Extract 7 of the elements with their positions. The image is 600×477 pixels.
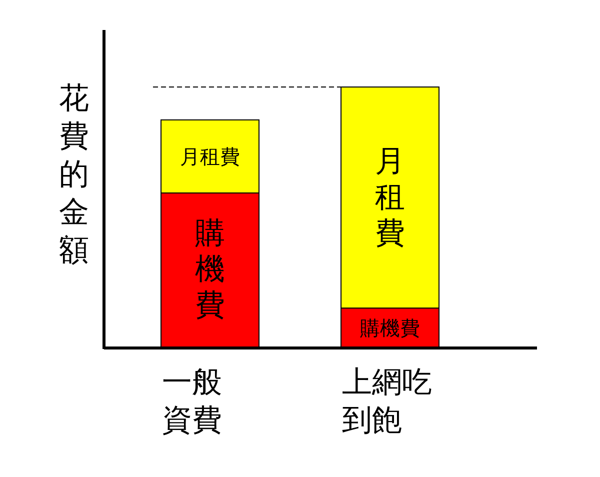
x-tick-label: 一般資費	[162, 365, 222, 438]
series-label: 月租費	[180, 144, 240, 168]
x-tick-label: 上網吃到飽	[342, 365, 432, 438]
text: 月租費	[375, 144, 405, 251]
text: 購機費	[195, 216, 225, 324]
y-axis-title: 花費的金額	[58, 80, 90, 270]
series-label: 購機費	[360, 316, 420, 340]
